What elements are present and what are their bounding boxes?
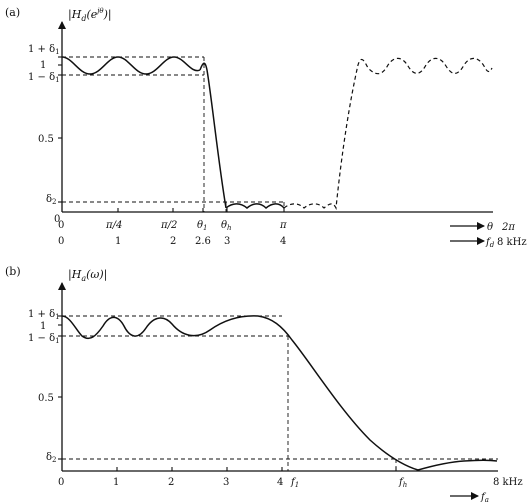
panel-a-theta-2pi: 2π bbox=[501, 222, 515, 233]
panel-a-fd-3: 3 bbox=[224, 236, 230, 247]
panel-b-fa-axis-label: fa bbox=[480, 492, 489, 503]
panel-b-ytick-half: 0.5 bbox=[38, 393, 54, 404]
panel-a-theta-pi2: π/2 bbox=[160, 220, 177, 231]
panel-a-fd-4: 4 bbox=[280, 236, 286, 247]
panel-a-fd-0: 0 bbox=[58, 236, 64, 247]
panel-a-ytick-1-plus-delta1: 1 + δ1 bbox=[28, 44, 60, 56]
panel-a-theta-h: θh bbox=[221, 220, 232, 232]
panel-b-ytick-delta2: δ2 bbox=[46, 452, 57, 464]
panel-b-x-8khz: 8 kHz bbox=[493, 477, 523, 488]
panel-a-fd-axis-label: fd bbox=[485, 237, 495, 249]
panel-b-x-3: 3 bbox=[223, 477, 229, 488]
panel-b-x-2: 2 bbox=[168, 477, 174, 488]
panel-a-theta-1: θ1 bbox=[197, 220, 208, 232]
panel-b: (b) |Ha(ω)| 1 + δ1 1 1 − δ1 0.5 δ2 0 1 2 bbox=[5, 265, 523, 503]
panel-a-ytick-zero: 0 bbox=[54, 214, 60, 225]
panel-b-ytick-1-minus-delta1: 1 − δ1 bbox=[28, 333, 60, 345]
panel-b-label: (b) bbox=[5, 265, 21, 278]
panel-b-y-label: |Ha(ω)| bbox=[68, 268, 107, 283]
panel-a-ytick-1-minus-delta1: 1 − δ1 bbox=[28, 72, 60, 84]
panel-a-label: (a) bbox=[5, 6, 20, 19]
panel-a-transition-curve bbox=[199, 62, 227, 209]
panel-a-stopband-curve bbox=[225, 203, 285, 210]
panel-b-f1: f1 bbox=[290, 477, 299, 489]
panel-b-ytick-1-plus-delta1: 1 + δ1 bbox=[28, 309, 60, 321]
panel-b-response-curve bbox=[61, 315, 498, 471]
panel-a-fd-2-6: 2.6 bbox=[195, 236, 211, 247]
panel-a-ytick-half: 0.5 bbox=[38, 134, 54, 145]
panel-b-fh: fh bbox=[398, 477, 407, 489]
panel-a-image-curve bbox=[283, 57, 493, 211]
panel-a-ytick-1: 1 bbox=[40, 60, 46, 71]
panel-a-theta-pi: π bbox=[279, 220, 287, 231]
panel-a-fd-8khz: 8 kHz bbox=[497, 237, 527, 248]
panel-a-fd-1: 1 bbox=[115, 236, 121, 247]
panel-a-passband-curve bbox=[61, 56, 201, 75]
panel-b-x-0: 0 bbox=[58, 477, 64, 488]
panel-a-theta-0: 0 bbox=[58, 220, 64, 231]
panel-a-theta-pi4: π/4 bbox=[105, 220, 122, 231]
panel-a: (a) |Hd(ejθ)| 1 + δ1 1 1 − δ1 0.5 δ2 0 bbox=[5, 6, 527, 249]
panel-a-ytick-delta2: δ2 bbox=[46, 194, 57, 206]
panel-b-ytick-1: 1 bbox=[40, 321, 46, 332]
panel-b-x-4: 4 bbox=[277, 477, 283, 488]
panel-a-fd-2: 2 bbox=[170, 236, 176, 247]
panel-a-y-label: |Hd(ejθ)| bbox=[68, 7, 112, 23]
panel-a-theta-axis-label: θ bbox=[487, 222, 493, 233]
panel-b-x-1: 1 bbox=[113, 477, 119, 488]
